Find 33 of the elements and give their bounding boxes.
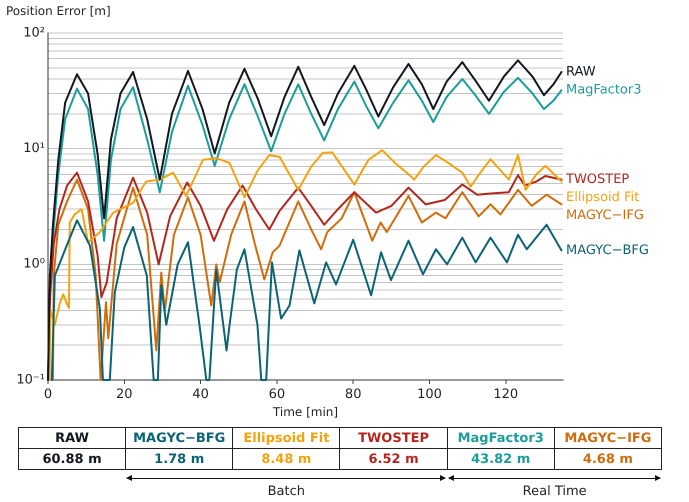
text: 60.88 m bbox=[18, 448, 126, 470]
x-tick-label: 120 bbox=[493, 387, 518, 402]
series-label: MagFactor3 bbox=[566, 82, 642, 98]
x-tick-label: 60 bbox=[268, 387, 286, 402]
text: RAW bbox=[55, 430, 89, 446]
y-tick-label: 10² bbox=[23, 25, 45, 40]
x-axis-title: Time [min] bbox=[272, 404, 338, 419]
text: TWOSTEP bbox=[358, 430, 429, 446]
text: Batch bbox=[266, 484, 306, 499]
text: 8.48 m bbox=[232, 448, 340, 470]
series-label: TWOSTEP bbox=[565, 172, 630, 187]
x-tick-label: 0 bbox=[44, 387, 52, 402]
text: MAGYC−IFG bbox=[564, 430, 652, 446]
text: 43.82 m bbox=[447, 448, 554, 470]
text: 6.52 m bbox=[340, 448, 448, 470]
y-tick-label: 10⁰ bbox=[23, 256, 45, 272]
x-tick-label: 80 bbox=[344, 387, 362, 402]
text: MAGYC−BFG bbox=[133, 430, 226, 446]
series-label: Ellipsoid Fit bbox=[566, 190, 640, 205]
x-tick-label: 20 bbox=[116, 387, 133, 402]
series-label: MAGYC−BFG bbox=[566, 242, 649, 258]
text: Real Time bbox=[522, 484, 588, 499]
series-label: RAW bbox=[566, 64, 596, 80]
x-tick-label: 40 bbox=[192, 387, 209, 402]
series-label: MAGYC−IFG bbox=[566, 208, 644, 223]
text: MagFactor3 bbox=[458, 430, 544, 446]
x-tick-label: 100 bbox=[417, 387, 442, 402]
text: Ellipsoid Fit bbox=[243, 430, 330, 446]
text: 1.78 m bbox=[126, 448, 233, 470]
text: 4.68 m bbox=[554, 448, 662, 470]
y-axis-title: Position Error [m] bbox=[6, 4, 111, 18]
y-tick-label: 10⁻¹ bbox=[16, 372, 45, 388]
y-tick-label: 10¹ bbox=[23, 141, 45, 156]
